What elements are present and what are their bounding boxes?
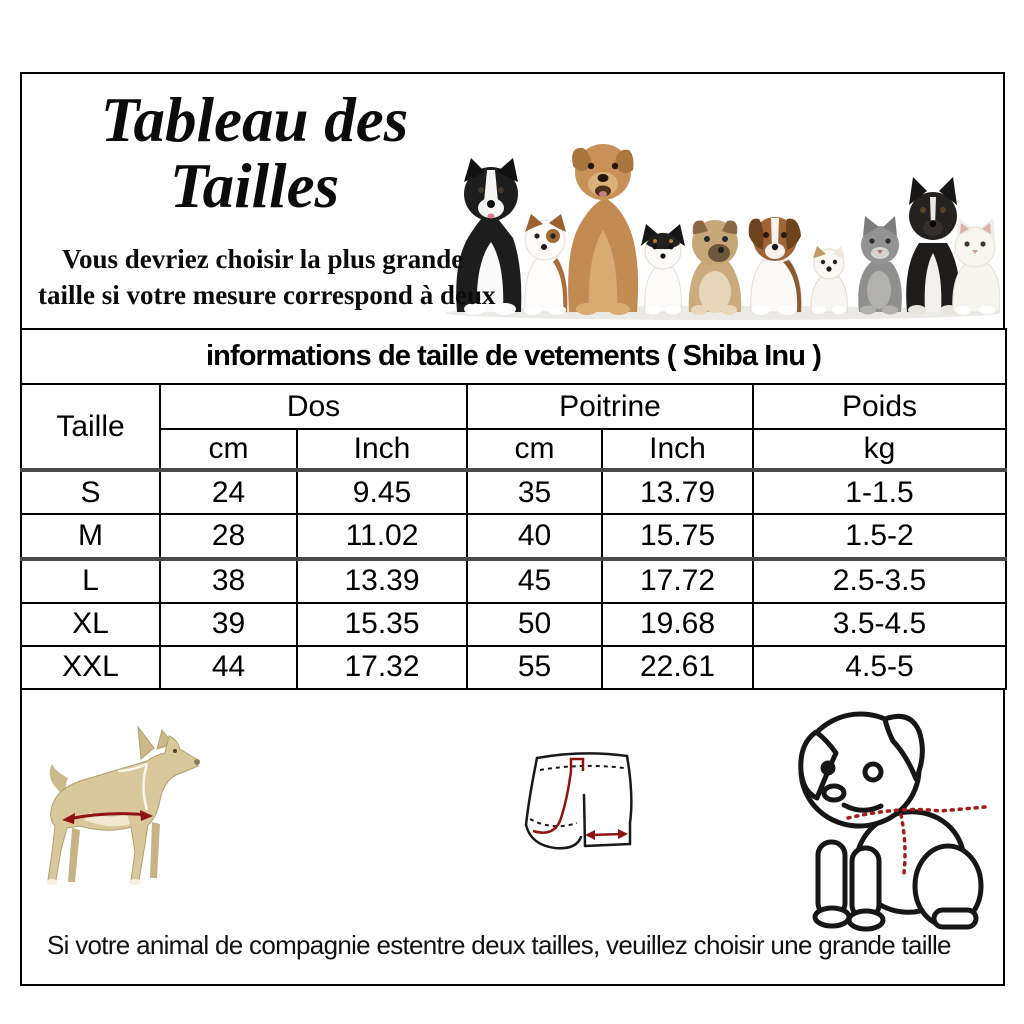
cell-poitrine-inch: 19.68 [601,601,754,647]
measurement-section: Si votre animal de compagnie estentre de… [20,688,1005,986]
table-unit-header-row: cm Inch cm Inch kg [21,428,1007,471]
subtitle-line2: taille si votre mesure correspond à deux [38,279,496,310]
golden-retriever-illustration [568,144,639,315]
page-title-line2: Tailles [169,150,340,221]
table-row-m: M 28 11.02 40 15.75 1.5-2 [20,513,1007,560]
cell-size: S [20,467,161,516]
cell-poids: 1-1.5 [752,467,1007,516]
header-section: Tableau des Tailles Vous devriez choisir… [20,72,1005,330]
cell-dos-inch: 17.32 [296,644,468,691]
page-title-line1: Tableau des [100,85,409,155]
cell-size: M [20,513,161,560]
cell-poitrine-cm: 45 [466,556,603,604]
table-title-row: informations de taille de vetements ( Sh… [20,328,1007,385]
back-length-measure-illustration [46,725,200,885]
cell-size: XXL [20,644,161,691]
cell-poitrine-cm: 35 [466,467,603,516]
table-row-xl: XL 39 15.35 50 19.68 3.5-4.5 [20,601,1007,647]
cell-poitrine-cm: 50 [466,601,603,647]
cell-poitrine-inch: 17.72 [601,556,754,604]
unit-poitrine-inch: Inch [601,428,754,471]
col-header-dos: Dos [159,383,468,430]
dogs-group-photo [445,144,1000,320]
cell-dos-inch: 13.39 [296,556,468,604]
cell-size: XL [20,601,161,647]
cell-poitrine-inch: 15.75 [601,513,754,560]
border-collie-illustration [456,158,522,315]
jack-russell-illustration [524,214,568,315]
size-chart-table: informations de taille de vetements ( Sh… [20,328,1007,691]
unit-poids-kg: kg [752,428,1007,471]
black-dog-illustration [906,177,960,315]
tan-pug-illustration [688,220,742,315]
footer-note: Si votre animal de compagnie estentre de… [47,930,951,960]
cell-poids: 2.5-3.5 [752,556,1007,604]
table-row-xxl: XXL 44 17.32 55 22.61 4.5-5 [20,644,1007,691]
unit-dos-inch: Inch [296,428,468,471]
table-title: informations de taille de vetements ( Sh… [20,328,1007,385]
chest-measure-dotted-lines [846,805,987,875]
cell-poids: 3.5-4.5 [752,601,1007,647]
cell-poids: 1.5-2 [752,513,1007,560]
page-title: Tableau des Tailles [32,85,477,221]
col-header-taille: Taille [20,383,161,471]
table-row-l: L 38 13.39 45 17.72 2.5-3.5 [20,556,1007,604]
cell-poitrine-cm: 40 [466,513,603,560]
col-header-poids: Poids [752,383,1007,430]
unit-dos-cm: cm [159,428,298,471]
table-row-s: S 24 9.45 35 13.79 1-1.5 [20,467,1007,516]
col-header-poitrine: Poitrine [466,383,754,430]
back-length-arrow [62,810,153,824]
white-puppy-illustration [810,246,848,314]
cell-poitrine-cm: 55 [466,644,603,691]
unit-poitrine-cm: cm [466,428,603,471]
page-subtitle: Vous devriez choisir la plus grande tail… [30,242,500,313]
chest-measure-illustration [798,711,987,932]
cell-dos-inch: 9.45 [296,467,468,516]
cell-dos-cm: 28 [159,513,298,560]
beagle-illustration [748,217,802,315]
cell-dos-cm: 24 [159,467,298,516]
shorts-measure-illustration [524,752,633,850]
cell-dos-cm: 38 [159,556,298,604]
cell-dos-cm: 39 [159,601,298,647]
table-group-header-row: Taille Dos Poitrine Poids [20,383,1007,471]
small-black-white-dog-illustration [641,224,685,315]
cell-poids: 4.5-5 [752,644,1007,691]
cell-dos-inch: 15.35 [296,601,468,647]
cell-poitrine-inch: 13.79 [601,467,754,516]
cell-size: L [20,556,161,604]
gray-cat-illustration [858,216,902,315]
cell-dos-cm: 44 [159,644,298,691]
cell-poitrine-inch: 22.61 [601,644,754,691]
subtitle-line1: Vous devriez choisir la plus grande [62,244,464,274]
leg-measure-marks [532,757,628,840]
white-cat-illustration [952,218,1000,315]
cell-dos-inch: 11.02 [296,513,468,560]
